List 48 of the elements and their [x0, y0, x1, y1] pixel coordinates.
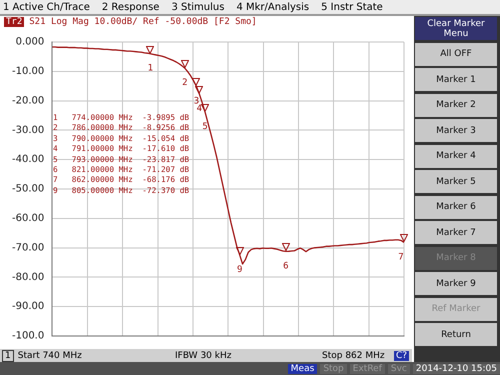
y-tick-label: -80.00 [12, 272, 44, 283]
text: Marker 7 [415, 221, 497, 244]
annotation: 7 [398, 252, 404, 262]
text: 5 Instr State [321, 2, 383, 12]
text: IFBW 30 kHz [175, 350, 232, 360]
text: Return [415, 323, 497, 346]
annotation: 4 [196, 104, 202, 114]
y-tick-label: -10.00 [12, 66, 44, 77]
y-tick-label: -20.00 [12, 95, 44, 106]
y-tick-label: -60.00 [12, 212, 44, 224]
annotation: 5 [202, 122, 208, 132]
annotation: 3 [194, 96, 200, 106]
y-tick-label: -70.00 [12, 242, 44, 254]
text: 3 Stimulus [171, 2, 224, 12]
text: Marker 1 [415, 68, 497, 91]
text: 4 Mkr/Analysis [236, 2, 310, 12]
y-tick-label: -30.00 [12, 124, 44, 136]
text: Start 740 MHz [18, 350, 82, 360]
text: 1 Active Ch/Trace [3, 2, 90, 12]
text: Tr2 [4, 17, 24, 27]
text: Marker 9 [415, 272, 497, 295]
text: Clear Marker Menu [415, 17, 497, 40]
text: Stop [320, 364, 347, 374]
text: Marker 3 [415, 119, 497, 142]
text: Marker 5 [415, 170, 497, 193]
annotation: 6 [283, 261, 288, 272]
y-tick-label: 0.000 [16, 36, 44, 48]
y-tick-label: -90.00 [12, 301, 44, 312]
y-tick-label: -50.00 [12, 184, 44, 195]
text: Marker 6 [415, 196, 497, 218]
y-tick-label: -100.0 [12, 330, 44, 342]
text: C? [394, 350, 410, 360]
text: Stop 862 MHz [322, 350, 385, 360]
annotation: 9 [236, 264, 242, 275]
annotation: 2 [182, 78, 188, 88]
y-tick-label: -40.00 [12, 154, 44, 166]
text: All OFF [415, 42, 497, 66]
text: Svc [388, 364, 410, 374]
text: ExtRef [350, 364, 385, 374]
annotation: 1 [148, 64, 153, 74]
text: Marker 4 [415, 144, 497, 168]
text: Meas [288, 364, 318, 374]
text: 1 [2, 350, 14, 362]
chart-title: S21 Log Mag 10.00dB/ Ref -50.00dB [F2 Smo] [29, 17, 257, 27]
text: 2 Response [102, 2, 160, 12]
text: Ref Marker [415, 298, 497, 320]
text: Marker 2 [415, 94, 497, 116]
text: 2014-12-10 15:05 [412, 364, 500, 374]
